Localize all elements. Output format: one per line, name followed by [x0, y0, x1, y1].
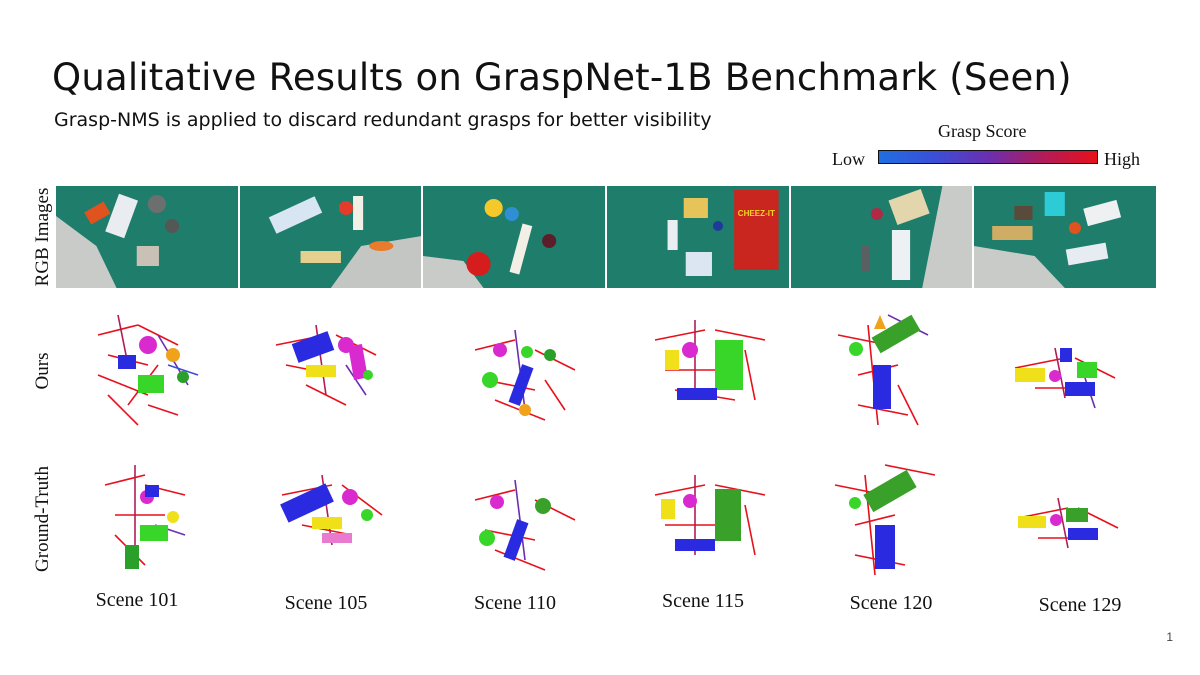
rgb-image-scene-115: CHEEZ-IT	[607, 186, 789, 288]
gt-vis-scene-120	[825, 455, 965, 585]
scene-label-129: Scene 129	[1038, 594, 1122, 616]
rgb-image-scene-129	[974, 186, 1157, 288]
ours-vis-scene-115	[645, 310, 785, 440]
rgb-image-scene-110	[423, 186, 606, 288]
row-label-rgb: RGB Images	[32, 187, 53, 287]
scene-label-101: Scene 101	[95, 589, 179, 611]
ours-vis-scene-129	[1005, 318, 1145, 448]
legend-colorbar	[878, 150, 1098, 164]
scene-label-105: Scene 105	[284, 592, 368, 614]
gt-vis-scene-110	[455, 460, 595, 590]
ours-vis-scene-101	[78, 305, 218, 435]
gt-vis-scene-115	[645, 465, 785, 595]
scene-label-110: Scene 110	[473, 592, 556, 614]
legend-low-label: Low	[832, 149, 865, 169]
cheez-it-box-label: CHEEZ-IT	[738, 209, 775, 218]
legend-title: Grasp Score	[938, 121, 1027, 141]
scene-label-120: Scene 120	[849, 592, 933, 614]
rgb-image-scene-105	[239, 186, 422, 288]
row-label-gt: Ground-Truth	[32, 466, 53, 572]
gt-vis-scene-101	[85, 455, 225, 585]
slide-subtitle: Grasp-NMS is applied to discard redundan…	[54, 109, 712, 131]
rgb-image-strip: CHEEZ-IT	[56, 186, 1157, 288]
ours-vis-scene-120	[828, 305, 968, 435]
ours-vis-scene-110	[455, 310, 595, 440]
rgb-image-scene-120	[790, 186, 973, 288]
rgb-image-scene-101	[56, 186, 238, 288]
gt-vis-scene-129	[1008, 468, 1148, 598]
legend-high-label: High	[1104, 149, 1140, 169]
slide-title: Qualitative Results on GraspNet-1B Bench…	[52, 56, 1072, 99]
page-number: 1	[1166, 630, 1173, 644]
scene-label-115: Scene 115	[661, 590, 744, 612]
ours-vis-scene-105	[266, 305, 406, 435]
row-label-ours: Ours	[32, 352, 53, 390]
gt-vis-scene-105	[272, 455, 412, 585]
